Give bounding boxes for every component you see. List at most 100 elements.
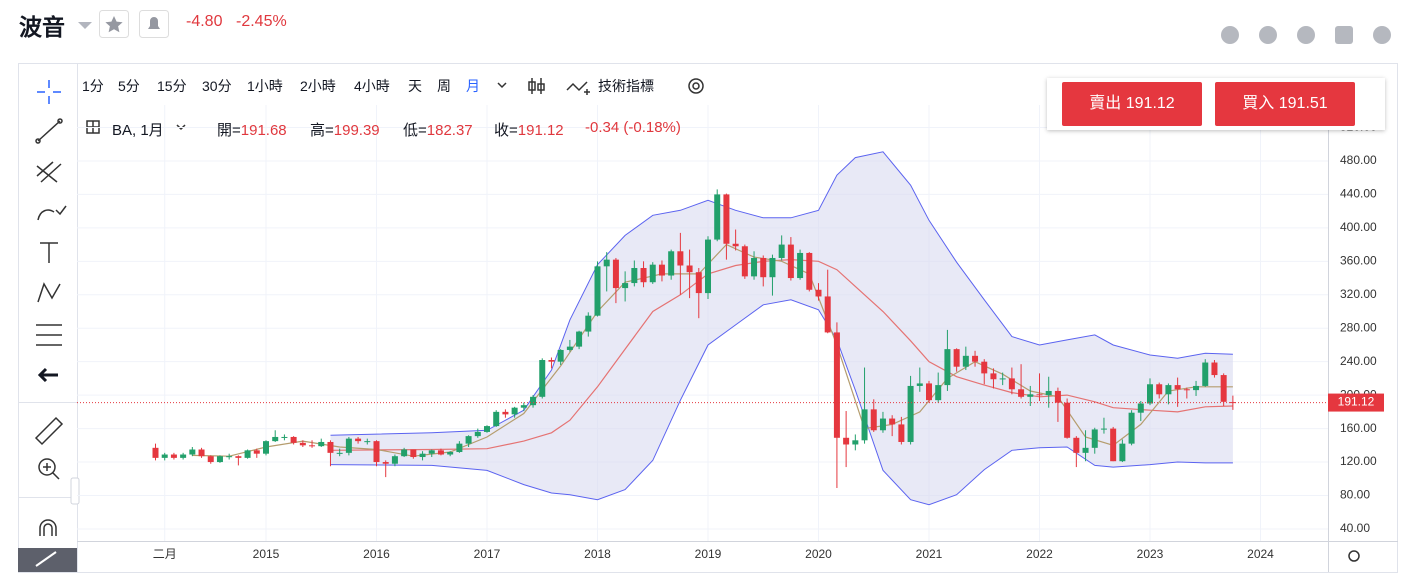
zoom-tool[interactable] (38, 458, 56, 476)
buy-button[interactable]: 買入 191.51 (1215, 82, 1355, 126)
ruler-tool[interactable] (34, 416, 64, 446)
candle-body (447, 452, 454, 455)
handle (57, 118, 63, 124)
candle-body (180, 454, 187, 458)
candle-body (944, 349, 951, 386)
moving-average (192, 243, 1233, 457)
candle-body (198, 449, 205, 457)
candle-body (1018, 389, 1025, 397)
interval-chevron[interactable] (497, 82, 507, 89)
candle-body (253, 450, 260, 454)
candle-body (732, 243, 739, 247)
candle-body (263, 441, 269, 454)
legend-value: 182.37 (426, 122, 473, 139)
symbol-chevron[interactable] (176, 124, 186, 131)
icon-compass[interactable] (1259, 26, 1277, 44)
legend-item: 高=199.39 (310, 119, 380, 140)
brush-tool[interactable] (37, 205, 67, 221)
icon-calendar[interactable] (1335, 26, 1353, 44)
drawing-tools[interactable] (34, 80, 67, 536)
dropdown[interactable] (78, 22, 92, 29)
interval-button[interactable]: 15分 (157, 78, 187, 94)
interval-button[interactable]: 天 (408, 78, 422, 94)
candle-body (843, 437, 850, 445)
candle-body (833, 332, 840, 438)
icon-gauge[interactable] (1297, 26, 1315, 44)
indicators-button[interactable]: 技術指標 (598, 78, 654, 94)
candle-body (1064, 402, 1071, 438)
interval-button[interactable]: 1小時 (247, 78, 283, 94)
icon-info[interactable] (1373, 26, 1391, 44)
settings-icon[interactable] (1348, 550, 1360, 562)
candle-body (189, 449, 196, 455)
candle-body (216, 456, 223, 463)
x-tick-label: 2020 (805, 547, 832, 561)
pattern-tool[interactable] (37, 282, 61, 303)
legend-symbol[interactable]: BA, 1月 (112, 122, 164, 139)
candle-body (1202, 362, 1209, 386)
interval-button[interactable]: 1分 (82, 78, 104, 94)
candle-body (778, 244, 785, 258)
candle-body (309, 445, 316, 447)
candle-body (1054, 390, 1061, 403)
crosshair-tool[interactable] (37, 80, 61, 104)
legend-item: 收=191.12 (494, 119, 564, 140)
settings-gear[interactable] (688, 78, 704, 94)
candle-body (1082, 447, 1089, 453)
candle-body (797, 252, 804, 279)
candle-body (161, 454, 168, 458)
chart-type-icon[interactable] (528, 78, 545, 94)
candle-body (318, 441, 325, 447)
candle-body (428, 450, 435, 454)
interval-button[interactable]: 30分 (202, 78, 232, 94)
trendline-tool[interactable] (37, 120, 61, 142)
candle-body (824, 296, 831, 333)
candle-body (1036, 394, 1043, 396)
band-upper (330, 151, 1233, 436)
candle-body (502, 411, 509, 415)
interval-button[interactable]: 4小時 (354, 78, 390, 94)
collapse-handle[interactable] (70, 477, 80, 505)
prediction-tool[interactable] (36, 324, 62, 346)
candle-body (686, 265, 693, 273)
price-change: -4.80 (186, 13, 223, 30)
lock-tool[interactable] (18, 548, 77, 572)
y-tick-label: 40.00 (1340, 521, 1370, 535)
interval-button[interactable]: 周 (437, 78, 451, 94)
x-tick-label: 2023 (1137, 547, 1164, 561)
legend-label: 開= (217, 122, 241, 139)
candle-body (272, 436, 279, 442)
candle-body (622, 283, 629, 289)
candle-body (576, 331, 583, 347)
candle-body (907, 385, 914, 442)
candle-body (962, 355, 969, 367)
candle-body (705, 239, 711, 294)
candle-body (345, 438, 352, 453)
y-tick-label: 240.00 (1340, 354, 1377, 368)
text-tool[interactable] (40, 242, 58, 263)
interval-button[interactable]: 月 (466, 78, 480, 94)
icon-pie[interactable] (1221, 26, 1239, 44)
x-tick-label: 2024 (1247, 547, 1274, 561)
fib-tool[interactable] (36, 161, 62, 183)
candle-body (916, 383, 923, 386)
sell-button[interactable]: 賣出 191.12 (1062, 82, 1202, 126)
candle-body (373, 441, 380, 463)
candle-body (1193, 385, 1200, 391)
interval-button[interactable]: 2小時 (300, 78, 336, 94)
back-tool[interactable] (37, 367, 58, 383)
candle-body (870, 409, 877, 431)
zoom-icon (43, 463, 60, 480)
lock-icon (35, 551, 57, 567)
candle-body (677, 251, 684, 266)
legend-value: 191.12 (517, 122, 564, 139)
interval-button[interactable]: 5分 (118, 78, 140, 94)
candle-body (530, 396, 537, 406)
candle-body (152, 447, 159, 458)
candle-body (548, 360, 555, 362)
magnet-tool[interactable] (39, 519, 57, 536)
x-tick-label: 2022 (1026, 547, 1053, 561)
candle-body (990, 373, 997, 380)
indicator-icon[interactable] (566, 81, 590, 95)
